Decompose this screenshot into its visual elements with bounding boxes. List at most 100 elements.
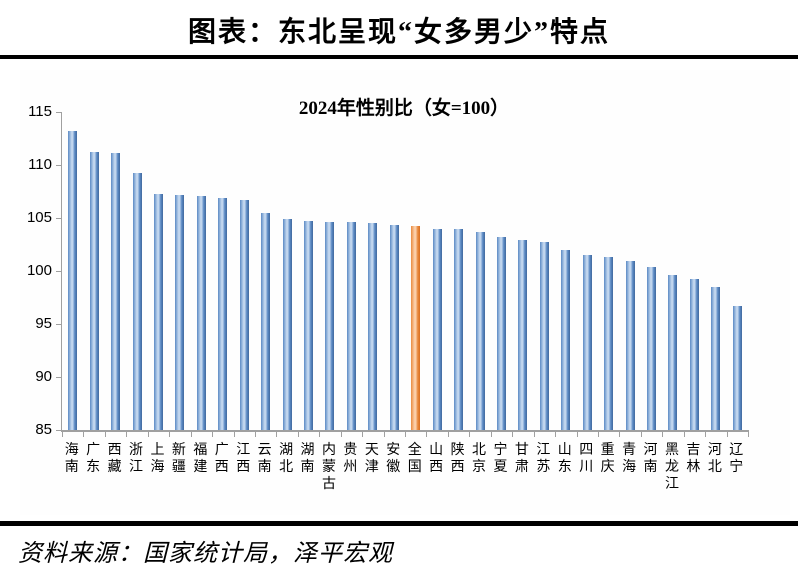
y-axis-tick-label: 115 [28,103,52,120]
x-axis-tick [619,432,621,437]
bar-贵州 [346,222,356,430]
bar-江苏 [539,242,549,430]
y-axis-tick [56,429,62,431]
x-axis-line [61,430,749,432]
x-axis-tick [683,432,685,437]
x-axis-tick [726,432,728,437]
x-axis-label-内蒙古: 内蒙古 [321,443,336,492]
bar-河南 [647,266,657,430]
y-axis-tick [56,217,62,219]
x-axis-tick [748,432,749,437]
x-axis-label-西藏: 西藏 [107,443,122,475]
x-axis-tick [190,432,192,437]
y-axis-tick [56,164,62,166]
x-axis-tick [62,432,63,437]
bar-chart: 2024年性别比（女=100） 115 110 105 100 95 90 85 海南 广东西… [20,70,790,515]
bar-甘肃 [518,240,528,430]
x-axis-label-江西: 江西 [236,443,251,475]
bar-浙江 [132,173,142,430]
x-axis-label-山东: 山东 [557,443,572,475]
x-axis-tick [426,432,428,437]
x-axis-tick [597,432,599,437]
bar-山西 [432,228,442,430]
bar-安徽 [389,225,399,430]
x-axis-tick [319,432,321,437]
bar-新疆 [175,194,185,430]
x-axis-label-广西: 广西 [214,443,229,475]
bar-江西 [239,199,249,430]
x-axis-label-上海: 上海 [150,443,165,475]
x-axis-label-新疆: 新疆 [171,443,186,475]
chart-title: 2024年性别比（女=100） [298,98,510,119]
bar-湖南 [304,221,314,430]
y-axis-tick-label: 95 [35,315,52,332]
x-axis-tick [512,432,514,437]
x-axis-label-山西: 山西 [429,443,444,475]
y-axis-tick [56,323,62,325]
x-axis-tick [533,432,535,437]
bar-内蒙古 [325,222,335,430]
bar-陕西 [454,228,464,430]
bar-上海 [153,193,163,430]
bar-云南 [261,212,271,430]
x-axis-tick [83,432,85,437]
x-axis-label-浙江: 浙江 [129,443,144,475]
bottom-divider [0,521,798,526]
plot-area: 115 110 105 100 95 90 85 [27,104,749,438]
x-axis-tick [340,432,342,437]
bar-黑龙江 [668,275,678,430]
x-axis-label-重庆: 重庆 [600,443,615,475]
bar-海南 [68,131,78,430]
x-axis-label-黑龙江: 黑龙江 [664,443,679,492]
x-axis-label-江苏: 江苏 [536,443,551,475]
bar-山东 [561,249,571,430]
x-axis-tick [254,432,256,437]
x-axis-label-陕西: 陕西 [450,443,465,475]
y-axis-tick-label: 100 [26,262,52,279]
x-axis-label-福建: 福建 [193,443,208,475]
x-axis-label-全国: 全国 [407,443,422,475]
x-axis-tick [490,432,492,437]
bar-天津 [368,223,378,430]
bar-北京 [475,231,485,430]
x-axis-tick [212,432,214,437]
x-axis-label-贵州: 贵州 [343,443,358,475]
x-axis-label-河南: 河南 [643,443,658,475]
bar-广西 [218,197,228,430]
x-axis-tick [576,432,578,437]
y-axis-tick-label: 85 [35,421,52,438]
x-axis-label-云南: 云南 [257,443,272,475]
x-axis-tick [362,432,364,437]
x-axis-label-湖南: 湖南 [300,443,315,475]
x-axis-tick [297,432,299,437]
bar-西藏 [111,153,121,430]
x-axis-label-广东: 广东 [86,443,101,475]
bar-全国 [411,226,421,430]
x-axis-tick [383,432,385,437]
x-axis-label-河北: 河北 [707,443,722,475]
x-axis-tick [640,432,642,437]
x-axis-label-甘肃: 甘肃 [514,443,529,475]
x-axis-tick [147,432,149,437]
x-axis-label-辽宁: 辽宁 [729,443,744,475]
x-axis-tick [705,432,707,437]
x-axis-tick [469,432,471,437]
bar-青海 [625,261,635,430]
source-note: 资料来源：国家统计局，泽平宏观 [18,541,393,567]
bar-福建 [196,195,206,430]
top-divider [0,55,798,59]
y-axis-tick-label: 90 [35,368,52,385]
bar-河北 [711,286,721,430]
x-axis-label-北京: 北京 [472,443,487,475]
bar-宁夏 [496,237,506,430]
bar-广东 [89,152,99,430]
y-axis-tick [56,376,62,378]
x-axis-tick [169,432,171,437]
bar-重庆 [604,257,614,430]
x-axis-label-吉林: 吉林 [686,443,701,475]
bar-湖北 [282,219,292,430]
page-title: 图表：东北呈现“女多男少”特点 [187,17,610,48]
x-axis-tick [104,432,106,437]
x-axis-tick [662,432,664,437]
